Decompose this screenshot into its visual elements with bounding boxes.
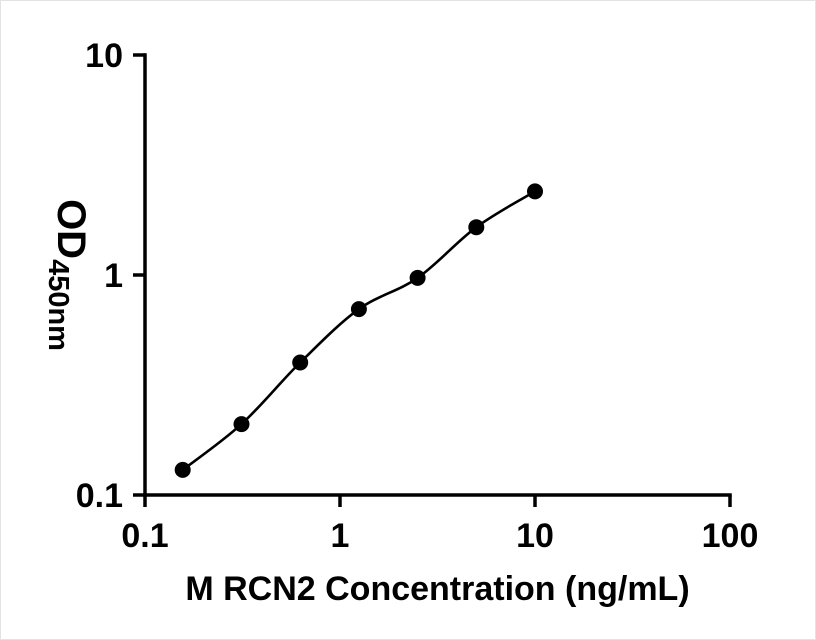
x-tick-label: 10 (516, 517, 554, 555)
x-tick-label: 0.1 (121, 517, 168, 555)
data-point (468, 219, 485, 236)
y-tick-label: 10 (85, 37, 123, 75)
data-point (174, 461, 191, 478)
x-tick-label: 100 (702, 517, 759, 555)
y-axis-title-main: OD (49, 199, 93, 259)
y-axis-title: OD450nm (42, 199, 93, 351)
data-point (409, 269, 426, 286)
data-point (350, 301, 367, 318)
y-axis-title-subscript: 450nm (42, 259, 74, 351)
data-point (233, 416, 250, 433)
y-tick-label: 0.1 (76, 477, 123, 515)
x-axis-title: M RCN2 Concentration (ng/mL) (185, 570, 689, 608)
data-point (292, 354, 309, 371)
x-tick-label: 1 (331, 517, 350, 555)
data-point (527, 183, 543, 200)
y-tick-label: 1 (104, 257, 123, 295)
axes-spines (143, 53, 732, 497)
